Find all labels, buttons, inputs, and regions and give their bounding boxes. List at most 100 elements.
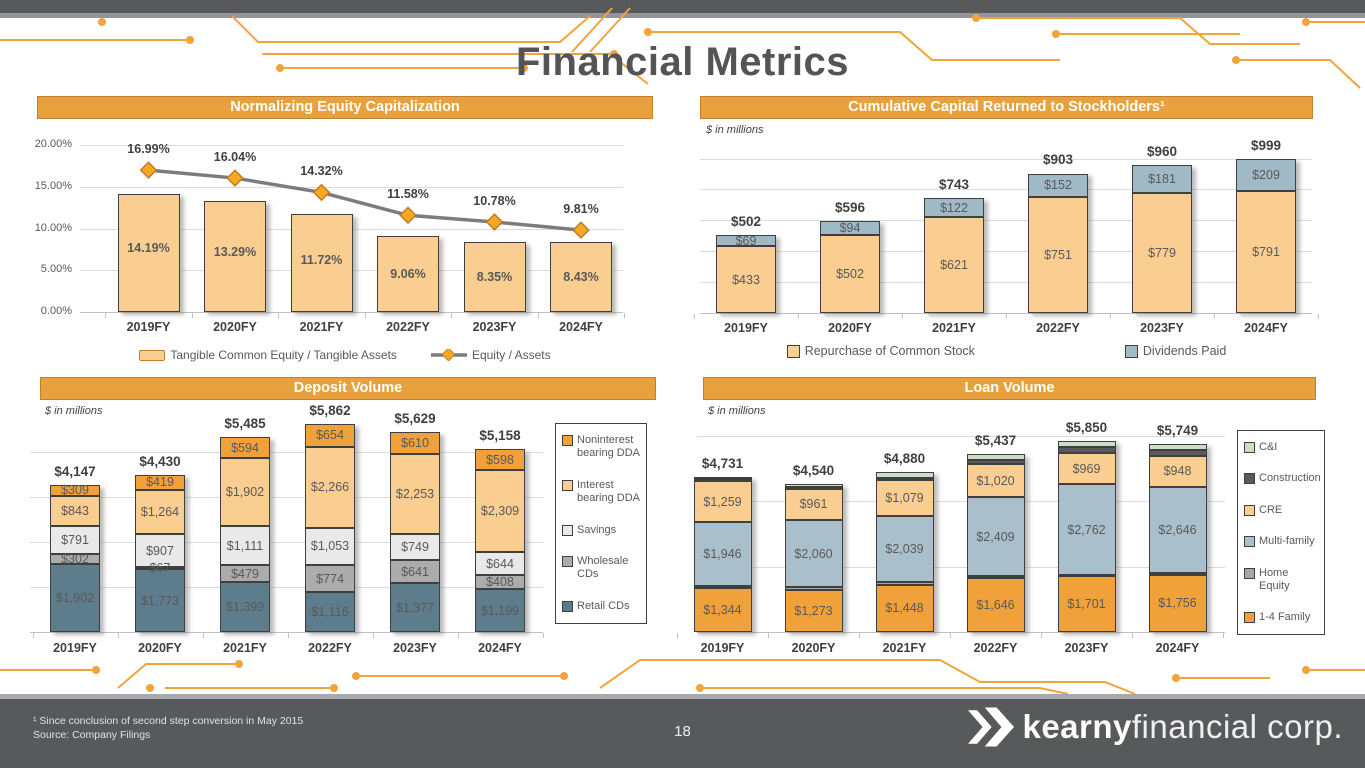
logo-brand-light: financial corp.	[1131, 708, 1343, 745]
y-tick-label: 10.00%	[34, 221, 72, 234]
bar	[290, 214, 353, 312]
segment-label: $2,409	[976, 529, 1015, 544]
total-label: $596	[834, 199, 866, 215]
total-label: $502	[730, 214, 762, 230]
y-tick-label: 0.00%	[40, 305, 72, 317]
bar: $1,756 $2,646 $948	[1148, 444, 1207, 632]
axis-tick	[451, 313, 453, 318]
bar-segment	[50, 553, 100, 565]
bar-segment	[1057, 574, 1116, 577]
legend-label: Retail CDs	[577, 600, 630, 612]
gridline	[700, 189, 1312, 191]
bar-segment	[693, 480, 752, 523]
segment-label: $1,079	[885, 490, 924, 505]
legend-label: Home Equity	[1259, 566, 1290, 592]
segment-label: $181	[1148, 171, 1176, 186]
segment-label: $1,273	[794, 604, 833, 619]
logo-brand-bold: kearny	[1022, 708, 1132, 745]
legend-label: C&I	[1259, 441, 1278, 453]
bar-segment	[1148, 574, 1207, 632]
legend-label: Savings	[577, 523, 617, 536]
segment-label: $433	[732, 272, 760, 287]
category-label: 2024FY	[559, 320, 603, 334]
legend-item: Multi-family	[1244, 535, 1318, 548]
bar-value-label: 13.29%	[213, 245, 257, 260]
bar-segment	[966, 464, 1025, 498]
bar-segment	[966, 497, 1025, 577]
gridline	[80, 186, 623, 188]
bar-segment	[966, 460, 1025, 465]
page-number: 18	[674, 723, 691, 740]
total-label: $4,880	[883, 451, 926, 467]
bar-segment	[875, 477, 934, 481]
legend-label: Equity / Assets	[471, 348, 551, 362]
legend-item: Wholesale CDs	[562, 555, 640, 581]
bar-segment	[50, 564, 100, 632]
axis-tick	[537, 313, 539, 318]
bar: $433 $69	[716, 234, 776, 313]
bar-segment	[220, 458, 270, 526]
axis-tick	[364, 313, 366, 318]
segment-label: $948	[1163, 464, 1192, 479]
segment-label: $641	[401, 564, 429, 579]
legend-label: Tangible Common Equity / Tangible Assets	[170, 348, 397, 362]
legend-swatch	[786, 344, 800, 358]
segment-label: $791	[1252, 244, 1280, 259]
trend-line	[139, 161, 590, 239]
total-label: $960	[1146, 143, 1178, 159]
bar: $1,344 $1,946 $1,259	[693, 476, 752, 632]
axis-tick	[1041, 633, 1042, 638]
category-label: 2019FY	[53, 641, 97, 655]
gridline	[700, 158, 1312, 160]
gridline	[30, 542, 543, 543]
bar-segment	[784, 483, 843, 487]
segment-label: $779	[1148, 245, 1176, 260]
legend-label: Multi-family	[1259, 535, 1315, 548]
bar-segment	[305, 527, 355, 565]
bar-segment	[135, 534, 185, 567]
legend-swatch	[1244, 504, 1255, 516]
segment-label: $907	[146, 543, 174, 558]
bar-value-label: 11.72%	[300, 253, 343, 268]
legend-item: Noninterest bearing DDA	[562, 434, 640, 460]
category-label: 2019FY	[724, 321, 768, 335]
total-label: $4,430	[139, 453, 181, 469]
axis-tick	[677, 633, 678, 638]
axis-tick	[1318, 314, 1319, 319]
bar-segment	[50, 525, 100, 554]
bar-segment	[1057, 440, 1116, 447]
gridline	[30, 587, 543, 588]
bar-segment	[784, 590, 843, 632]
gridline	[30, 497, 543, 498]
segment-label: $749	[401, 540, 429, 555]
top-bar-gray	[0, 13, 1365, 18]
footnote-2: Source: Company Filings	[33, 729, 151, 741]
total-label: $4,540	[792, 462, 835, 478]
bar: $791 $209	[1236, 158, 1296, 313]
segment-label: $1,773	[140, 593, 180, 608]
legend-swatch	[562, 479, 573, 491]
footer-strip	[0, 694, 1365, 699]
bar-segment	[820, 235, 880, 313]
axis-tick	[105, 313, 107, 318]
bar-segment	[305, 564, 355, 593]
gridline	[700, 251, 1312, 253]
bar-segment	[784, 488, 843, 521]
segment-label: $1,053	[310, 539, 350, 554]
category-label: 2020FY	[138, 641, 182, 655]
segment-label: $1,344	[703, 603, 742, 618]
bar-segment	[390, 533, 440, 561]
bar-segment	[693, 588, 752, 632]
bar: $621 $122	[924, 198, 984, 313]
trend-point-label: 9.81%	[563, 202, 599, 217]
bar-segment	[305, 423, 355, 448]
bar-segment	[784, 486, 843, 489]
segment-label: $598	[486, 452, 514, 467]
axis-tick	[1214, 314, 1215, 319]
segment-label: $1,902	[55, 591, 95, 606]
legend-item: Home Equity	[1244, 567, 1318, 593]
segment-label: $1,259	[703, 494, 742, 509]
bar-segment	[1148, 486, 1207, 574]
trend-point-label: 16.04%	[213, 150, 257, 165]
legend-swatch	[562, 601, 573, 612]
